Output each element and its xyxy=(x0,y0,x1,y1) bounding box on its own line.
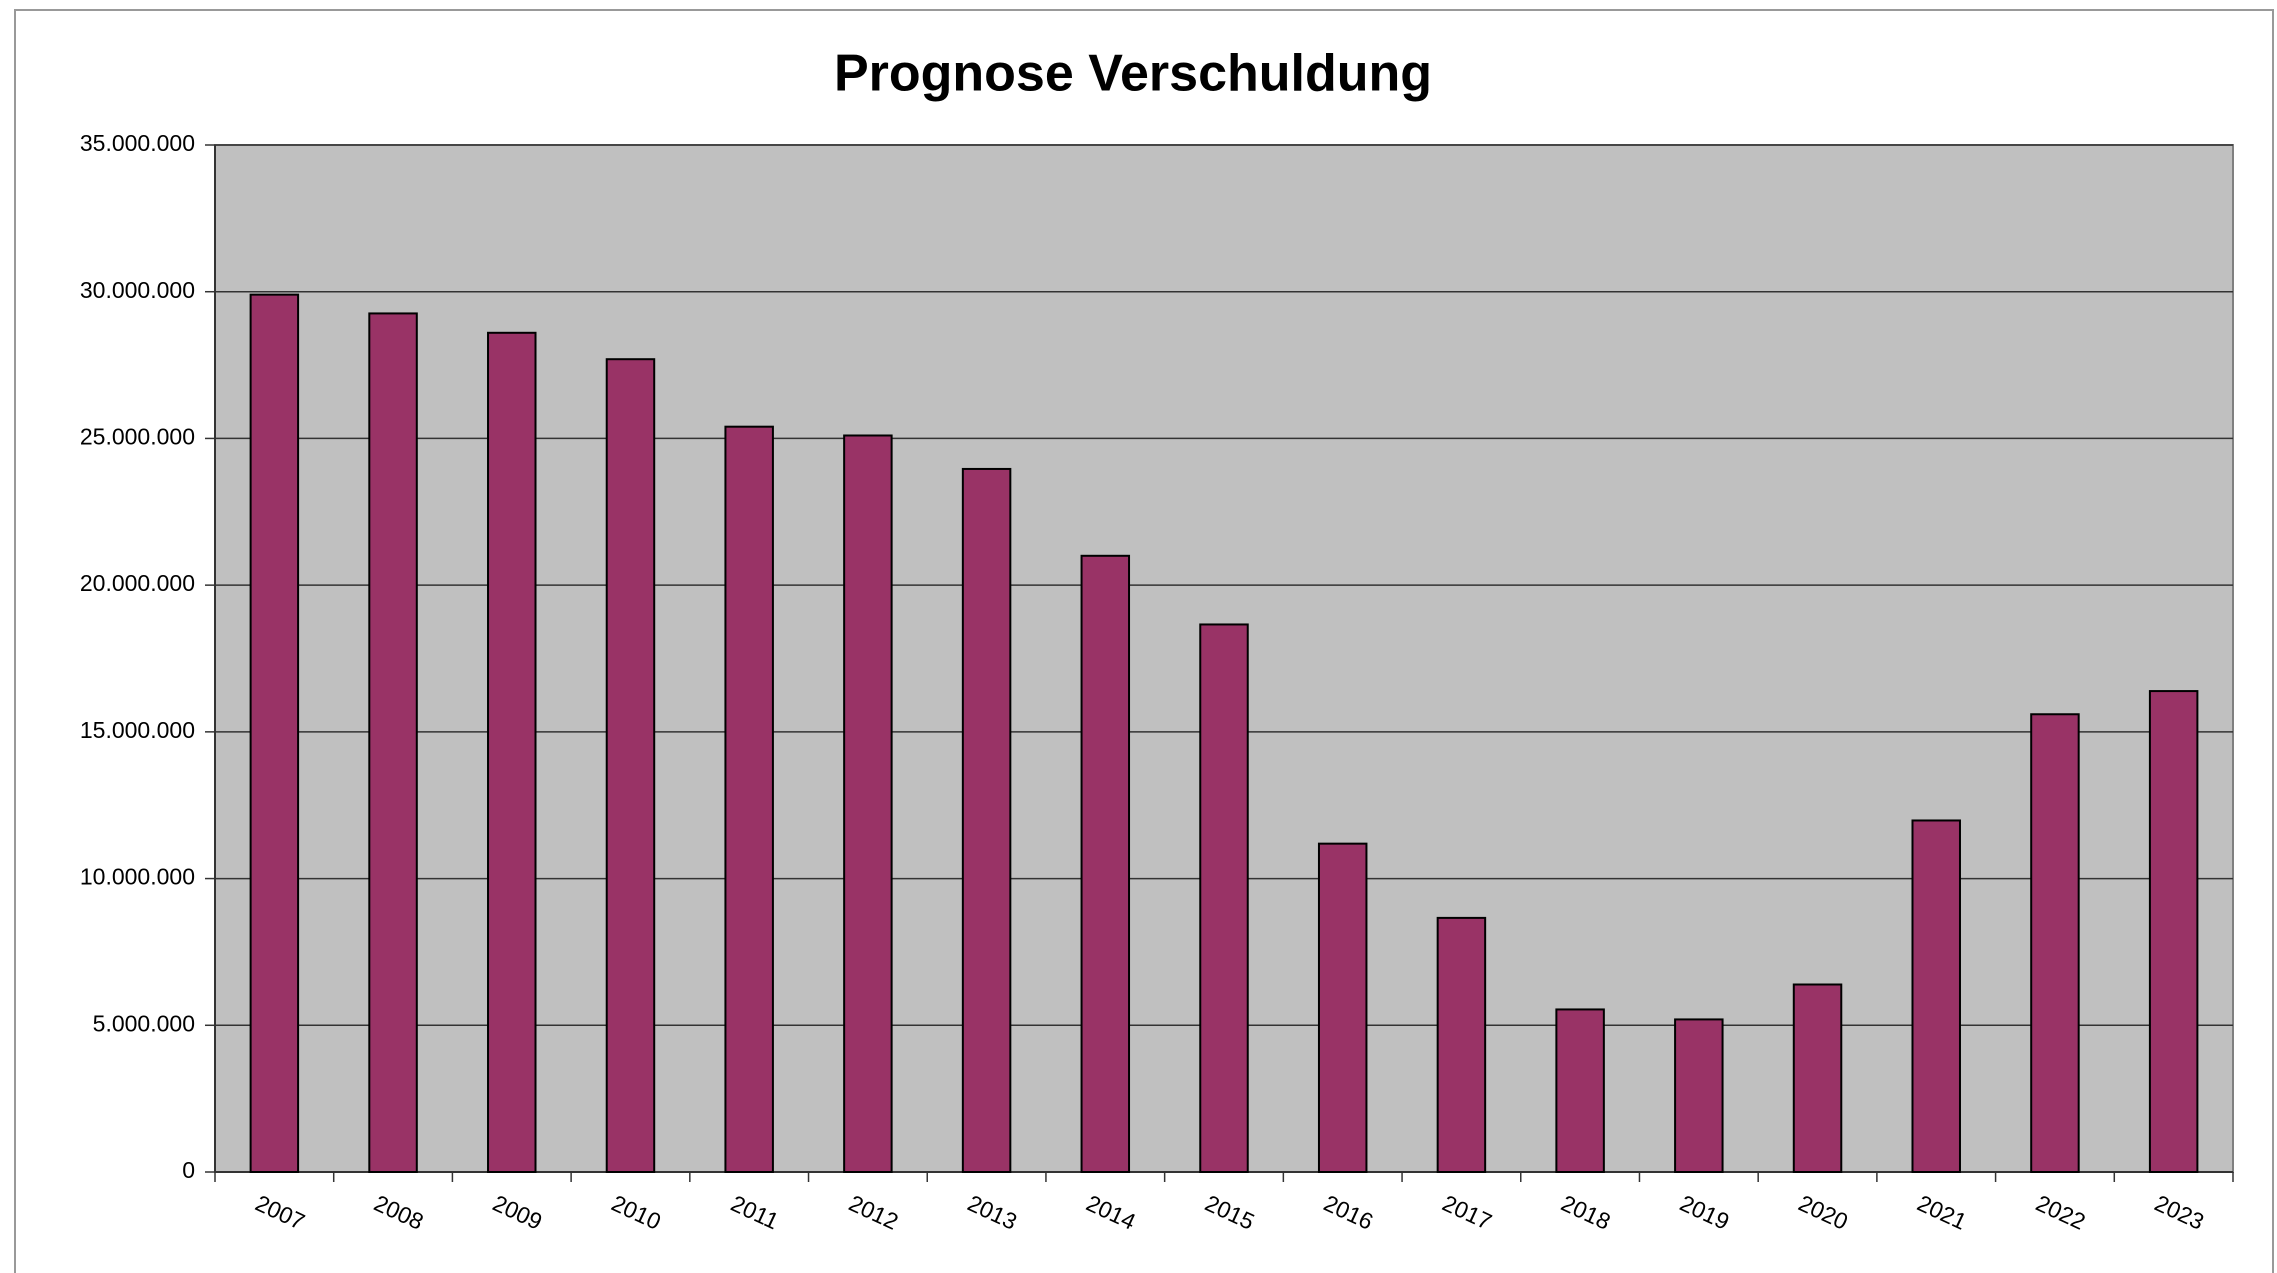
y-tick-label: 20.000.000 xyxy=(80,570,195,596)
y-tick-label: 15.000.000 xyxy=(80,717,195,743)
y-tick-label: 35.000.000 xyxy=(80,130,195,156)
y-tick-label: 25.000.000 xyxy=(80,424,195,450)
bar xyxy=(487,331,537,1173)
bar xyxy=(1080,554,1131,1173)
bar xyxy=(1674,1018,1724,1173)
bar xyxy=(249,293,300,1173)
bar xyxy=(1199,623,1249,1173)
bar xyxy=(1317,842,1368,1173)
bar xyxy=(724,425,774,1174)
y-tick-label: 5.000.000 xyxy=(93,1010,195,1036)
bar xyxy=(2030,713,2080,1173)
bar xyxy=(1911,819,1961,1174)
bar xyxy=(1555,1008,1605,1173)
y-tick-label: 30.000.000 xyxy=(80,277,195,303)
y-tick-label: 10.000.000 xyxy=(80,864,195,890)
chart-title: Prognose Verschuldung xyxy=(834,45,1432,103)
bar xyxy=(2148,690,2199,1173)
bar xyxy=(368,312,418,1174)
bar xyxy=(605,358,656,1173)
bar xyxy=(961,467,1012,1173)
bar xyxy=(1792,983,1843,1173)
bar xyxy=(1436,916,1487,1174)
y-tick-label: 0 xyxy=(182,1157,195,1183)
bar xyxy=(843,434,893,1174)
